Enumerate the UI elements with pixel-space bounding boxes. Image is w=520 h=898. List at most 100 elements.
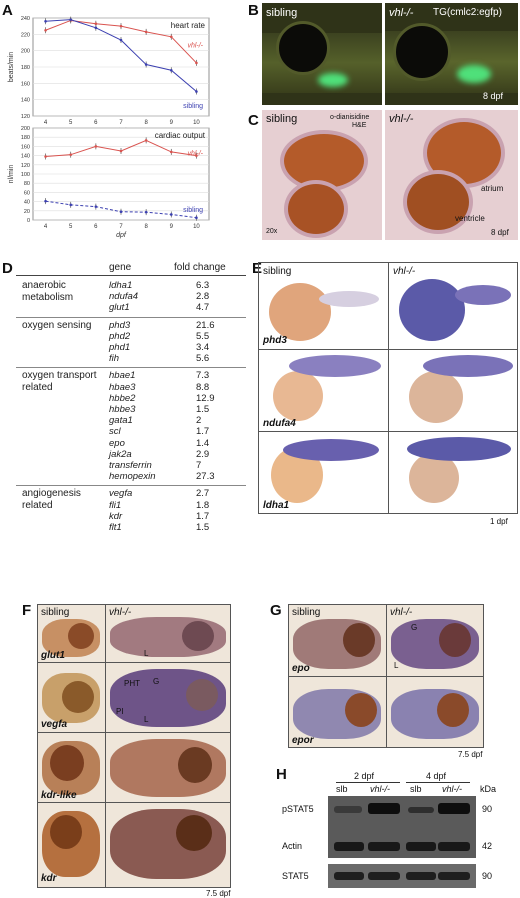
gene-name: hbae3 <box>109 381 136 393</box>
y-tick-label: 240 <box>21 16 30 22</box>
data-point <box>144 63 148 66</box>
h-kda-2: 42 <box>482 841 493 851</box>
h-kda: kDa <box>480 784 497 794</box>
data-point <box>195 90 198 93</box>
panel-f-grid: sibling vhl-/- glut1 vegfa kdr-like kdr … <box>37 604 231 888</box>
data-point <box>195 216 198 219</box>
y-tick-label: 60 <box>24 190 30 196</box>
data-point <box>195 154 198 157</box>
h-lane-3: slb <box>410 784 422 794</box>
f-gene-4: kdr <box>41 873 57 884</box>
f-gene-1: glut1 <box>41 650 65 661</box>
x-tick-label: 8 <box>144 120 148 126</box>
g-marker-l: L <box>394 661 399 670</box>
b-age-label: 8 dpf <box>483 91 504 101</box>
cardiac-output-chart: 0 20 40 60 80 100 120 140 160 180 200 4 5 6 7 8 9 10 dpf nl… <box>8 126 210 239</box>
series-label: vhl-/- <box>187 42 203 49</box>
gene-name: vegfa <box>109 488 133 500</box>
x-axis-label: dpf <box>116 232 127 239</box>
heart-rate-chart: 12014016018020022024045678910dpfbeats/mi… <box>8 16 210 135</box>
gene-name: hbbe3 <box>109 403 136 415</box>
gene-name: hbae1 <box>109 370 136 382</box>
gene-name: phd1 <box>109 341 131 353</box>
x-tick-label: 5 <box>69 224 73 230</box>
data-point <box>69 18 73 21</box>
data-point <box>94 26 98 30</box>
e-gene-2: ndufa4 <box>263 418 296 429</box>
image-b-vhl: vhl-/- TG(cmlc2:egfp) 8 dpf <box>385 3 518 105</box>
data-point <box>144 30 148 34</box>
panel-label-a: A <box>2 2 13 19</box>
h-blot-1: pSTAT5 <box>282 804 314 814</box>
image-c-vhl: vhl-/- atrium ventricle 8 dpf <box>385 110 518 240</box>
x-tick-label: 4 <box>44 120 48 126</box>
fold-change-value: 1.4 <box>196 437 210 449</box>
panel-e-grid: sibling vhl-/- phd3 ndufa4 ldha1 <box>258 262 518 514</box>
h-time-1: 2 dpf <box>354 771 375 781</box>
data-point <box>119 149 123 153</box>
data-point <box>119 210 123 214</box>
h-lane-2: vhl-/- <box>370 784 390 794</box>
fold-change-value: 2.7 <box>196 488 210 500</box>
h-time-2: 4 dpf <box>426 771 447 781</box>
y-tick-label: 140 <box>21 98 30 104</box>
f-gene-3: kdr-like <box>41 790 77 801</box>
y-tick-label: 200 <box>21 126 30 132</box>
y-tick-label: 120 <box>21 114 30 120</box>
gene-name: jak2a <box>109 448 132 460</box>
image-c-sibling: sibling o-dianisidine H&E 20x <box>262 110 382 240</box>
g-age-label: 7.5 dpf <box>458 750 483 759</box>
c-vhl-label: vhl-/- <box>389 113 414 125</box>
image-b-sibling: sibling <box>262 3 382 105</box>
western-blot: 2 dpf 4 dpf slb vhl-/- slb vhl-/- kDa pS… <box>276 770 516 890</box>
c-stain2-label: H&E <box>352 122 367 129</box>
group-label: oxygen transport related <box>22 370 97 393</box>
x-tick-label: 4 <box>44 224 48 230</box>
data-point <box>119 38 123 42</box>
gene-name: kdr <box>109 510 123 522</box>
y-tick-label: 40 <box>24 200 30 206</box>
f-marker-pht: PHT <box>124 679 140 688</box>
g-vhl-label: vhl-/- <box>390 607 413 618</box>
gene-name: phd2 <box>109 330 131 342</box>
data-point <box>94 145 98 148</box>
x-tick-label: 5 <box>69 120 73 126</box>
y-axis-label: beats/min <box>8 52 15 82</box>
h-blot-2: Actin <box>282 841 303 851</box>
g-gene-1: epo <box>292 663 310 674</box>
panel-label-c: C <box>248 112 259 129</box>
panel-label-g: G <box>270 602 282 619</box>
fold-change-value: 1.8 <box>196 499 210 511</box>
x-tick-label: 10 <box>193 120 200 126</box>
x-tick-label: 8 <box>144 224 148 230</box>
data-point <box>44 199 47 203</box>
data-point <box>195 61 198 65</box>
gene-name: ldha1 <box>109 280 133 291</box>
b-sibling-label: sibling <box>266 7 298 19</box>
chart-title: cardiac output <box>155 131 206 140</box>
series-label: sibling <box>183 103 203 110</box>
gene-name: transferrin <box>109 459 152 471</box>
fold-change-value: 6.3 <box>196 280 210 291</box>
panel-a-charts: 12014016018020022024045678910dpfbeats/mi… <box>8 16 210 239</box>
fold-change-value: 27.3 <box>196 471 215 483</box>
e-vhl-label: vhl-/- <box>393 266 416 277</box>
y-tick-label: 80 <box>24 181 30 187</box>
panel-label-d: D <box>2 260 13 277</box>
fold-change-value: 1.5 <box>196 521 210 533</box>
y-tick-label: 20 <box>24 209 30 215</box>
fold-change-value: 7.3 <box>196 370 210 382</box>
gene-name: flt1 <box>109 521 122 533</box>
x-tick-label: 7 <box>119 224 123 230</box>
gfp-heart-vhl <box>457 65 491 83</box>
fold-change-value: 2.8 <box>196 291 210 303</box>
fold-change-value: 21.6 <box>196 319 215 331</box>
panel-label-f: F <box>22 602 32 619</box>
x-tick-label: 6 <box>94 120 98 126</box>
series-label: sibling <box>183 207 203 214</box>
f-age-label: 7.5 dpf <box>206 889 231 898</box>
b-tg-label: TG(cmlc2:egfp) <box>433 7 502 18</box>
gene-name: gata1 <box>109 415 133 427</box>
g-marker-g: G <box>411 623 418 632</box>
data-point <box>69 203 73 207</box>
